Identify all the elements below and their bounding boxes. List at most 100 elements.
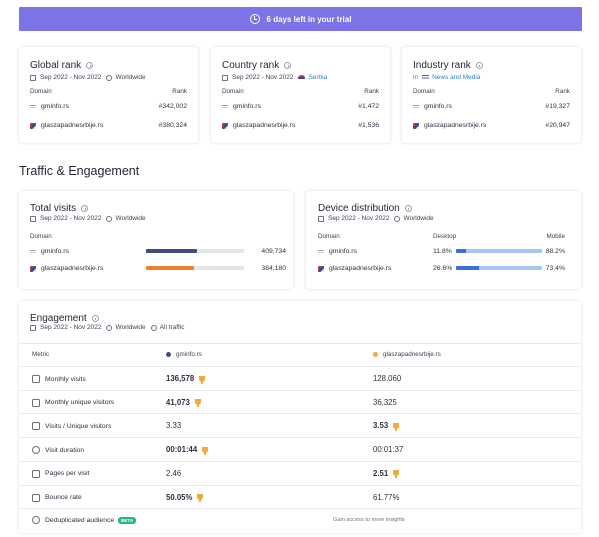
mobile-share: 88.2% xyxy=(545,248,565,255)
globe-icon xyxy=(106,74,113,81)
traffic-engagement-heading: Traffic & Engagement xyxy=(19,164,140,178)
total-visits-meta: Sep 2022 - Nov 2022 Worldwide xyxy=(30,215,146,222)
favicon-icon xyxy=(30,122,36,129)
column-header-mobile: Mobile xyxy=(546,233,565,240)
favicon-icon xyxy=(30,250,36,253)
calendar-icon xyxy=(222,74,228,81)
desktop-share: 26.6% xyxy=(433,265,453,272)
domain-glaszapadnesrbije[interactable]: glaszapadnesrbije.rs xyxy=(413,122,486,129)
site-b-value: 36,325 xyxy=(373,397,397,407)
site-b-value: 61.77% xyxy=(373,492,400,502)
clock-icon xyxy=(32,446,40,455)
site-a-value: 3.33 xyxy=(166,421,182,431)
domain-glaszapadnesrbije[interactable]: glaszapadnesrbije.rs xyxy=(222,122,295,129)
rank-value: #1,536 xyxy=(358,122,379,129)
global-rank-card: Global rank Sep 2022 - Nov 2022 Worldwid… xyxy=(19,47,198,143)
trophy-icon xyxy=(393,422,400,431)
rank-value: #19,327 xyxy=(545,103,570,110)
column-header-domain: Domain xyxy=(318,233,340,240)
deduplicated-audience-row[interactable]: Deduplicated audience BETA Gain access t… xyxy=(19,508,581,533)
visits-value: 384,180 xyxy=(261,265,286,272)
column-header-rank: Rank xyxy=(172,88,187,95)
global-rank-meta: Sep 2022 - Nov 2022 Worldwide xyxy=(30,74,146,81)
industry-rank-meta: in News and Media xyxy=(413,74,481,81)
site-b-dot xyxy=(373,352,378,357)
audience-icon xyxy=(32,516,40,524)
domain-gminfo[interactable]: gminfo.rs xyxy=(30,248,69,255)
bounce-icon xyxy=(32,493,40,502)
calendar-icon xyxy=(30,215,36,222)
device-share-bar xyxy=(456,266,542,270)
favicon-icon xyxy=(413,105,419,108)
industry-link[interactable]: News and Media xyxy=(432,74,481,81)
info-icon[interactable] xyxy=(284,62,292,69)
device-distribution-title: Device distribution xyxy=(318,203,412,214)
domain-glaszapadnesrbije[interactable]: glaszapadnesrbije.rs xyxy=(30,265,103,272)
domain-gminfo[interactable]: gminfo.rs xyxy=(413,103,452,110)
engagement-card: Engagement Sep 2022 - Nov 2022 Worldwide… xyxy=(19,301,581,533)
site-b-value: 3.53 xyxy=(373,421,400,431)
info-icon[interactable] xyxy=(81,205,89,212)
favicon-icon xyxy=(318,265,324,272)
domain-gminfo[interactable]: gminfo.rs xyxy=(318,248,357,255)
country-rank-card: Country rank Sep 2022 - Nov 2022 Serbia … xyxy=(211,47,390,143)
site-a-value: 41,073 xyxy=(166,398,201,408)
deduplicated-audience-label: Deduplicated audience BETA xyxy=(32,516,137,524)
engagement-title: Engagement xyxy=(30,313,99,324)
visits-ratio-icon xyxy=(32,422,40,431)
metric-label: Visits / Unique visitors xyxy=(32,422,111,431)
domain-glaszapadnesrbije[interactable]: glaszapadnesrbije.rs xyxy=(30,122,103,129)
engagement-row: Visits / Unique visitors 3.33 3.53 xyxy=(19,413,581,437)
country-rank-meta: Sep 2022 - Nov 2022 Serbia xyxy=(222,74,327,81)
country-link[interactable]: Serbia xyxy=(308,74,328,81)
rank-value: #1,472 xyxy=(358,103,379,110)
engagement-row: Pages per visit 2.46 2.51 xyxy=(19,460,581,485)
globe-icon xyxy=(106,324,113,331)
info-icon[interactable] xyxy=(404,205,412,212)
beta-badge: BETA xyxy=(118,516,137,524)
favicon-icon xyxy=(30,105,36,108)
desktop-share: 11.8% xyxy=(433,248,452,255)
trial-banner[interactable]: 6 days left in your trial xyxy=(19,7,582,31)
device-share-bar xyxy=(456,249,542,253)
rank-value: #20,947 xyxy=(545,122,570,129)
metric-label: Visit duration xyxy=(32,446,84,455)
column-header-domain: Domain xyxy=(30,233,52,240)
domain-gminfo[interactable]: gminfo.rs xyxy=(30,103,69,110)
site-a-value: 00:01:44 xyxy=(166,445,209,455)
global-rank-title: Global rank xyxy=(30,60,94,71)
column-header-domain: Domain xyxy=(222,88,244,95)
site-b-value: 2.51 xyxy=(373,469,400,479)
domain-glaszapadnesrbije[interactable]: glaszapadnesrbije.rs xyxy=(318,265,391,272)
trophy-icon xyxy=(393,470,400,479)
serbia-flag-icon xyxy=(298,74,306,81)
rank-value: #342,002 xyxy=(158,103,187,110)
trophy-icon xyxy=(202,446,209,455)
engagement-meta: Sep 2022 - Nov 2022 Worldwide All traffi… xyxy=(30,324,184,331)
info-icon[interactable] xyxy=(475,62,483,69)
trophy-icon xyxy=(194,399,201,408)
engagement-header-row: Metric gminfo.rs glaszapadnesrbije.rs xyxy=(19,343,581,366)
info-icon[interactable] xyxy=(91,315,99,322)
column-header-site-a: gminfo.rs xyxy=(166,351,202,358)
trophy-icon xyxy=(197,494,204,502)
column-header-rank: Rank xyxy=(364,88,379,95)
domain-gminfo[interactable]: gminfo.rs xyxy=(222,103,261,110)
visits-bar xyxy=(146,249,244,253)
globe-icon xyxy=(394,215,401,222)
site-a-dot xyxy=(166,352,171,357)
traffic-icon xyxy=(150,324,157,331)
rank-value: #380,324 xyxy=(158,122,187,129)
desktop-share-fill xyxy=(456,266,479,270)
device-distribution-card: Device distribution Sep 2022 - Nov 2022 … xyxy=(306,191,581,289)
site-a-value: 136,578 xyxy=(166,374,206,384)
dedup-note[interactable]: Gain access to more insights xyxy=(333,517,405,523)
engagement-row: Visit duration 00:01:44 00:01:37 xyxy=(19,437,581,461)
visits-value: 409,734 xyxy=(261,248,286,255)
info-icon[interactable] xyxy=(86,62,94,69)
column-header-site-b: glaszapadnesrbije.rs xyxy=(373,351,441,358)
favicon-icon xyxy=(222,122,228,129)
country-rank-title: Country rank xyxy=(222,60,292,71)
news-media-icon xyxy=(422,75,430,80)
industry-rank-card: Industry rank in News and Media Domain R… xyxy=(402,47,581,143)
